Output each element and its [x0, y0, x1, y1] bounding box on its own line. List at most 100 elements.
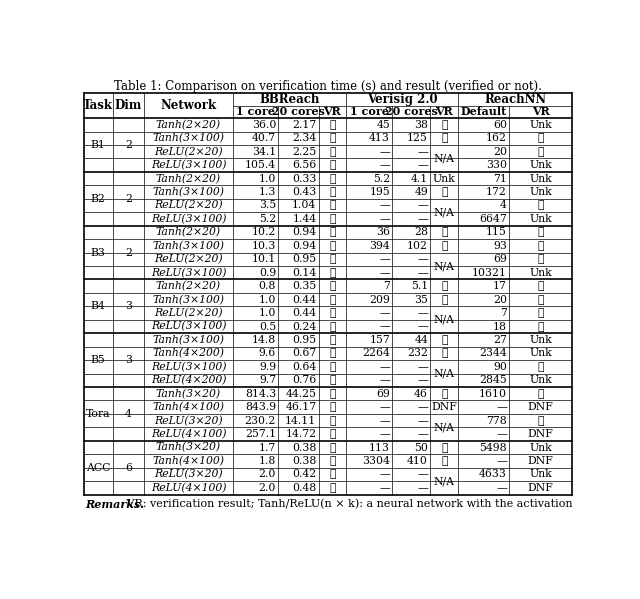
Text: 2: 2 [125, 193, 132, 204]
Text: ✓: ✓ [538, 255, 544, 264]
Text: 50: 50 [414, 443, 428, 452]
Text: —: — [379, 268, 390, 278]
Text: DNF: DNF [528, 483, 554, 493]
Text: 7: 7 [500, 308, 507, 318]
Text: 90: 90 [493, 362, 507, 372]
Text: 27: 27 [493, 335, 507, 345]
Text: VR: VR [323, 107, 341, 117]
Text: Unk: Unk [529, 160, 552, 170]
Text: 10.1: 10.1 [252, 255, 276, 264]
Text: B3: B3 [91, 247, 106, 258]
Text: Unk: Unk [529, 443, 552, 452]
Text: 232: 232 [407, 349, 428, 358]
Text: —: — [417, 201, 428, 210]
Text: N/A: N/A [434, 153, 455, 164]
Text: Unk: Unk [529, 120, 552, 130]
Text: 20: 20 [493, 147, 507, 157]
Text: 0.95: 0.95 [292, 335, 316, 345]
Text: 0.67: 0.67 [292, 349, 316, 358]
Text: —: — [417, 147, 428, 157]
Text: 0.42: 0.42 [292, 470, 316, 479]
Text: ✓: ✓ [538, 281, 544, 291]
Text: 38: 38 [414, 120, 428, 130]
Text: 1 core: 1 core [236, 107, 275, 117]
Text: 3304: 3304 [362, 456, 390, 466]
Text: Tora: Tora [86, 409, 111, 419]
Text: 69: 69 [376, 389, 390, 399]
Text: ✓: ✓ [329, 389, 335, 399]
Text: Tanh(2×20): Tanh(2×20) [156, 174, 221, 184]
Bar [84, 93, 572, 495]
Text: —: — [379, 470, 390, 479]
Text: 0.44: 0.44 [292, 308, 316, 318]
Text: Unk: Unk [529, 174, 552, 184]
Text: ✓: ✓ [538, 308, 544, 318]
Text: 5.2: 5.2 [259, 214, 276, 224]
Text: N/A: N/A [434, 207, 455, 217]
Text: 9.7: 9.7 [259, 376, 276, 385]
Text: ✓: ✓ [441, 456, 447, 466]
Text: 17: 17 [493, 281, 507, 291]
Text: Tanh(2×20): Tanh(2×20) [156, 120, 221, 130]
Text: 1.3: 1.3 [259, 187, 276, 197]
Text: ReLU(2×20): ReLU(2×20) [154, 147, 223, 157]
Text: ✓: ✓ [329, 483, 335, 493]
Text: ✓: ✓ [538, 133, 544, 143]
Text: —: — [379, 429, 390, 439]
Text: 2344: 2344 [479, 349, 507, 358]
Text: —: — [417, 416, 428, 426]
Text: —: — [496, 429, 507, 439]
Text: —: — [417, 429, 428, 439]
Text: 172: 172 [486, 187, 507, 197]
Text: Unk: Unk [529, 335, 552, 345]
Text: —: — [379, 214, 390, 224]
Text: 1.0: 1.0 [259, 295, 276, 305]
Text: ✓: ✓ [538, 362, 544, 372]
Text: ReLU(3×20): ReLU(3×20) [154, 416, 223, 426]
Text: —: — [379, 255, 390, 264]
Text: —: — [417, 362, 428, 372]
Text: Unk: Unk [529, 470, 552, 479]
Text: 20 cores: 20 cores [385, 107, 438, 117]
Text: 5498: 5498 [479, 443, 507, 452]
Text: 40.7: 40.7 [252, 133, 276, 143]
Text: ✓: ✓ [329, 187, 335, 197]
Text: ✓: ✓ [441, 187, 447, 197]
Text: 46.17: 46.17 [285, 402, 316, 412]
Text: 10.2: 10.2 [252, 228, 276, 237]
Text: ✓: ✓ [329, 456, 335, 466]
Text: 4: 4 [125, 409, 132, 419]
Text: 20 cores: 20 cores [272, 107, 325, 117]
Text: B5: B5 [91, 355, 106, 365]
Text: Unk: Unk [433, 174, 456, 184]
Text: 0.94: 0.94 [292, 241, 316, 251]
Text: ReLU(3×100): ReLU(3×100) [151, 214, 227, 224]
Text: Tanh(3×20): Tanh(3×20) [156, 389, 221, 399]
Text: 0.76: 0.76 [292, 376, 316, 385]
Text: —: — [379, 416, 390, 426]
Text: 9.9: 9.9 [259, 362, 276, 372]
Text: B2: B2 [91, 193, 106, 204]
Text: 0.8: 0.8 [259, 281, 276, 291]
Text: 1.7: 1.7 [259, 443, 276, 452]
Text: —: — [417, 483, 428, 493]
Text: 35: 35 [414, 295, 428, 305]
Text: ✓: ✓ [441, 241, 447, 251]
Text: —: — [379, 376, 390, 385]
Text: 93: 93 [493, 241, 507, 251]
Text: —: — [496, 456, 507, 466]
Text: —: — [379, 322, 390, 331]
Text: ✓: ✓ [441, 443, 447, 452]
Text: Table 1: Comparison on verification time (s) and result (verified or not).: Table 1: Comparison on verification time… [114, 80, 542, 93]
Text: 2.0: 2.0 [259, 483, 276, 493]
Text: 14.8: 14.8 [252, 335, 276, 345]
Text: 0.9: 0.9 [259, 268, 276, 278]
Text: Tanh(3×100): Tanh(3×100) [152, 335, 225, 345]
Text: ✓: ✓ [329, 241, 335, 251]
Text: N/A: N/A [434, 422, 455, 432]
Text: ✓: ✓ [329, 281, 335, 291]
Text: 102: 102 [407, 241, 428, 251]
Text: ReLU(3×100): ReLU(3×100) [151, 362, 227, 372]
Text: 2264: 2264 [362, 349, 390, 358]
Text: 157: 157 [369, 335, 390, 345]
